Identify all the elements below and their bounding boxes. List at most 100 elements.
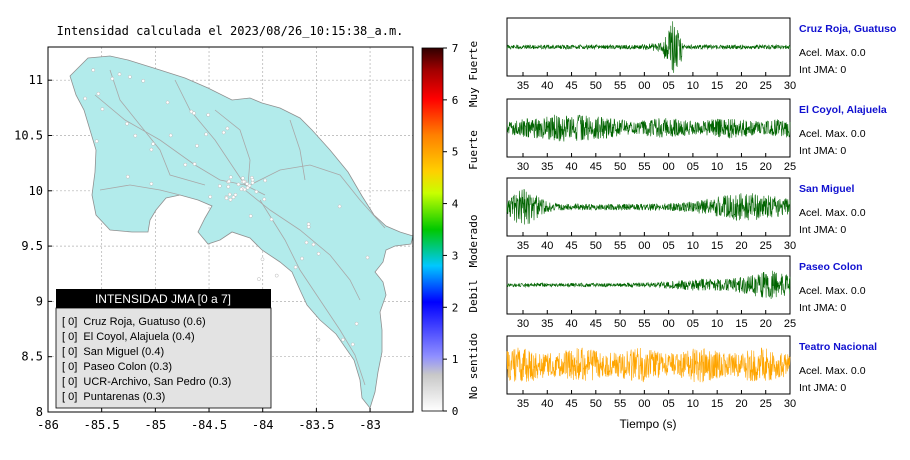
town-marker	[274, 273, 279, 278]
map-title: Intensidad calculada el 2023/08/26_10:15…	[57, 24, 404, 38]
time-tick-label: 00	[638, 398, 650, 410]
town-marker	[100, 107, 105, 111]
time-tick-label: 00	[638, 240, 650, 252]
colorbar-label-debil: Debil	[467, 279, 480, 312]
colorbar-tick-label: 7	[452, 42, 459, 55]
town-marker	[96, 91, 101, 96]
time-tick-label: 55	[638, 161, 650, 173]
time-tick-label: 10	[687, 240, 699, 252]
time-tick-label: 50	[614, 161, 626, 173]
costa-rica-landmass	[69, 55, 414, 409]
time-tick-label: 40	[565, 318, 577, 330]
time-tick-label: 40	[541, 80, 553, 92]
colorbar-tick-label: 5	[452, 146, 459, 159]
time-tick-label: 45	[565, 80, 577, 92]
time-tick-label: 45	[565, 240, 577, 252]
lon-tick-label: -84	[252, 418, 274, 432]
time-tick-label: 20	[735, 398, 747, 410]
time-tick-label: 45	[590, 161, 602, 173]
town-marker	[94, 139, 99, 144]
time-tick-label: 05	[687, 318, 699, 330]
lat-tick-label: 8.5	[21, 350, 43, 364]
time-tick-label: 20	[735, 240, 747, 252]
colorbar-label-moderado: Moderado	[467, 215, 480, 268]
station-int: Int JMA: 0	[799, 145, 846, 157]
lat-tick-label: 10	[29, 184, 43, 198]
time-tick-label: 40	[565, 161, 577, 173]
station-name: Cruz Roja, Guatuso	[799, 23, 896, 35]
town-marker	[217, 184, 222, 188]
town-marker	[221, 130, 226, 135]
town-marker	[236, 182, 241, 187]
station-name: Teatro Nacional	[799, 341, 877, 353]
town-marker	[248, 214, 253, 218]
town-marker	[354, 321, 359, 326]
town-marker	[83, 96, 87, 101]
colorbar-ticks: 0 1 2 3 4 5 6 7	[443, 42, 459, 418]
station-name: San Miguel	[799, 183, 855, 195]
time-tick-label: 25	[760, 398, 772, 410]
town-marker	[316, 251, 321, 256]
waveform-trace	[506, 189, 791, 225]
time-tick-label: 50	[590, 398, 602, 410]
town-marker	[133, 133, 138, 138]
town-marker	[337, 204, 342, 209]
town-marker	[227, 179, 231, 184]
town-marker	[151, 142, 155, 146]
town-marker	[233, 192, 238, 197]
lon-tick-label: -86	[37, 418, 59, 432]
legend-row: [ 0] UCR-Archivo, San Pedro (0.3)	[62, 376, 231, 388]
town-marker	[240, 176, 245, 181]
time-tick-label: 30	[517, 318, 529, 330]
station-acel: Acel. Max. 0.0	[799, 365, 866, 377]
station-acel: Acel. Max. 0.0	[799, 47, 866, 59]
town-marker	[189, 109, 194, 114]
town-marker	[227, 192, 232, 197]
town-marker	[192, 162, 197, 166]
town-marker	[226, 184, 231, 189]
station-name: Paseo Colon	[799, 261, 863, 273]
time-tick-label: 25	[784, 318, 796, 330]
colorbar-tick-label: 4	[452, 198, 459, 211]
time-tick-label: 40	[541, 240, 553, 252]
colorbar-label-fuerte: Fuerte	[467, 130, 480, 170]
lat-tick-label: 9	[36, 294, 43, 308]
time-tick-label: 35	[517, 240, 529, 252]
time-tick-label: 50	[614, 318, 626, 330]
colorbar-tick-label: 0	[452, 405, 459, 418]
town-marker	[206, 113, 211, 117]
town-marker	[224, 196, 229, 201]
time-tick-label: 25	[784, 161, 796, 173]
town-marker	[350, 342, 355, 347]
time-tick-label: 10	[711, 161, 723, 173]
waveform-panel: 35 40 45 50 55 00 05 10 15 20 25 30 Cruz Roja, Guatu…	[506, 17, 896, 92]
town-marker	[365, 255, 370, 260]
town-marker	[228, 197, 233, 202]
time-tick-label: 15	[711, 80, 723, 92]
town-marker	[241, 179, 246, 184]
town-marker	[91, 68, 96, 72]
town-marker	[341, 337, 345, 342]
time-tick-label: 55	[614, 398, 626, 410]
legend-row: [ 0] Cruz Roja, Guatuso (0.6)	[62, 316, 206, 328]
time-tick-label: 55	[614, 240, 626, 252]
town-marker	[239, 187, 244, 192]
waveform-panel: 35 40 45 50 55 00 05 10 15 20 25 30 San Miguel Acel. …	[506, 177, 866, 252]
lon-tick-label: -85.5	[84, 418, 120, 432]
colorbar-tick-label: 6	[452, 94, 459, 107]
town-marker	[260, 257, 265, 262]
longitude-axis: -86 -85.5 -85 -84.5 -84 -83.5 -83	[37, 408, 381, 432]
time-tick-label: 25	[760, 80, 772, 92]
time-tick-label: 45	[565, 398, 577, 410]
time-tick-label: 10	[711, 318, 723, 330]
time-tick-label: 35	[541, 161, 553, 173]
town-marker	[306, 225, 311, 229]
time-tick-label: 00	[663, 161, 675, 173]
colorbar-label-no-sentido: No sentido	[467, 333, 480, 399]
legend-row: [ 0] Puntarenas (0.3)	[62, 391, 165, 403]
time-tick-label: 20	[760, 318, 772, 330]
town-marker	[225, 126, 230, 131]
time-tick-label: 20	[760, 161, 772, 173]
time-tick-label: 10	[687, 398, 699, 410]
time-tick-label: 25	[760, 240, 772, 252]
